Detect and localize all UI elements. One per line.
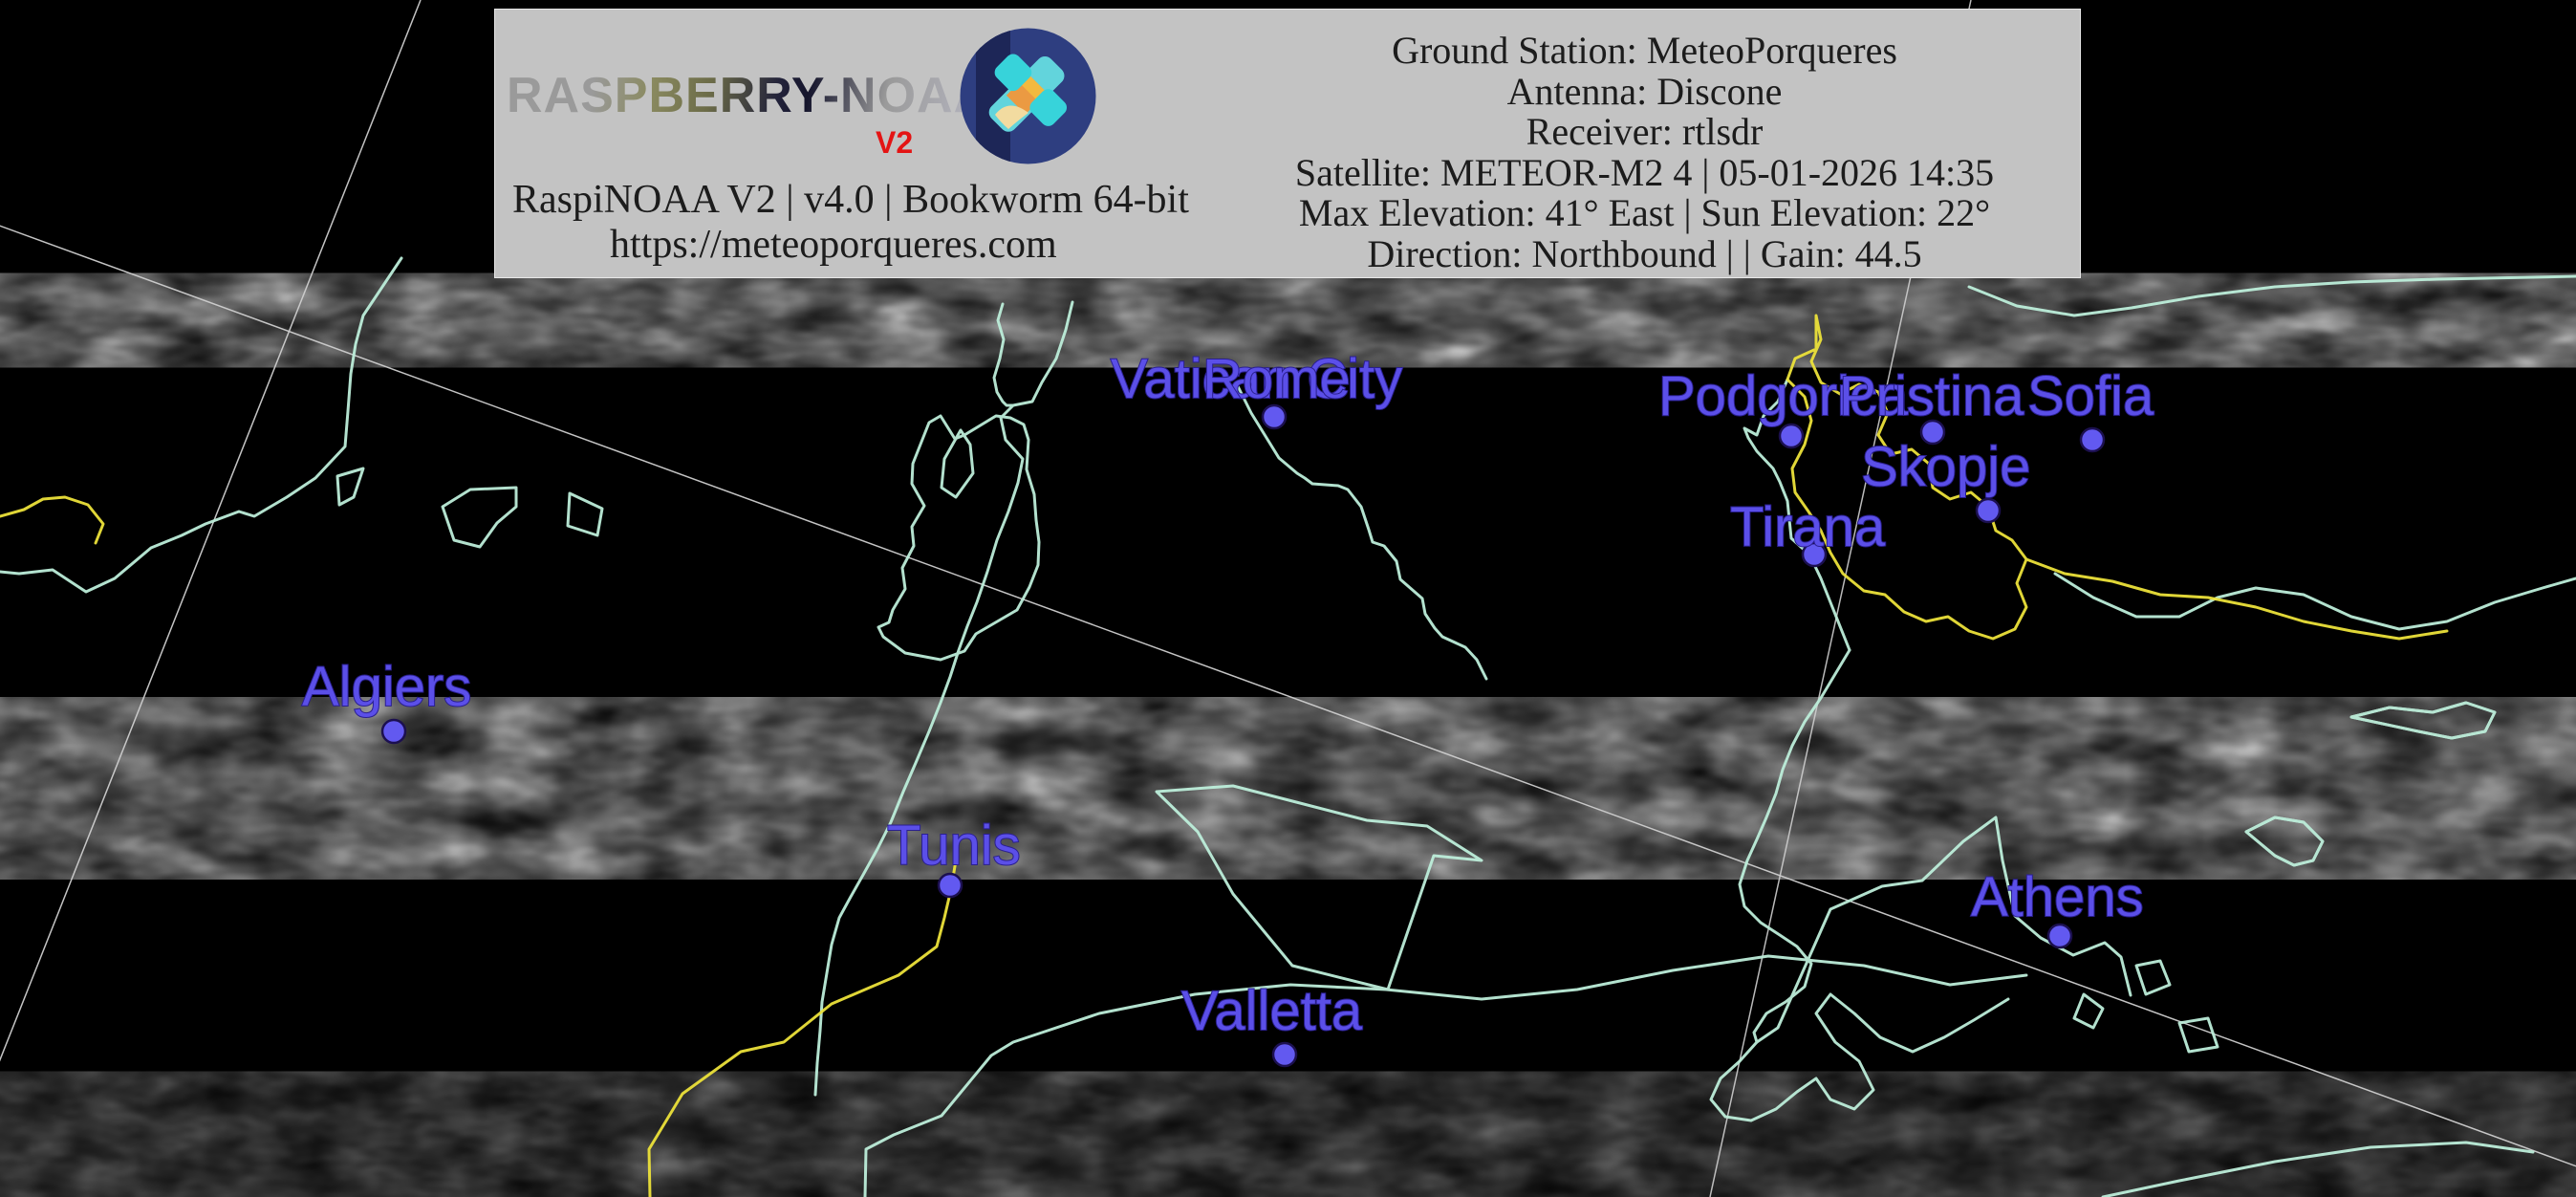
svg-text:Athens: Athens [1971,866,2144,928]
svg-text:Algiers: Algiers [302,656,471,718]
svg-text:Skopje: Skopje [1861,436,2030,498]
svg-text:Tunis: Tunis [887,815,1021,877]
svg-text:Rome: Rome [1202,348,1351,410]
svg-text:Valletta: Valletta [1181,980,1363,1042]
svg-text:Pristina: Pristina [1839,365,2024,427]
svg-text:Sofia: Sofia [2027,365,2154,427]
svg-text:Tirana: Tirana [1730,496,1886,558]
